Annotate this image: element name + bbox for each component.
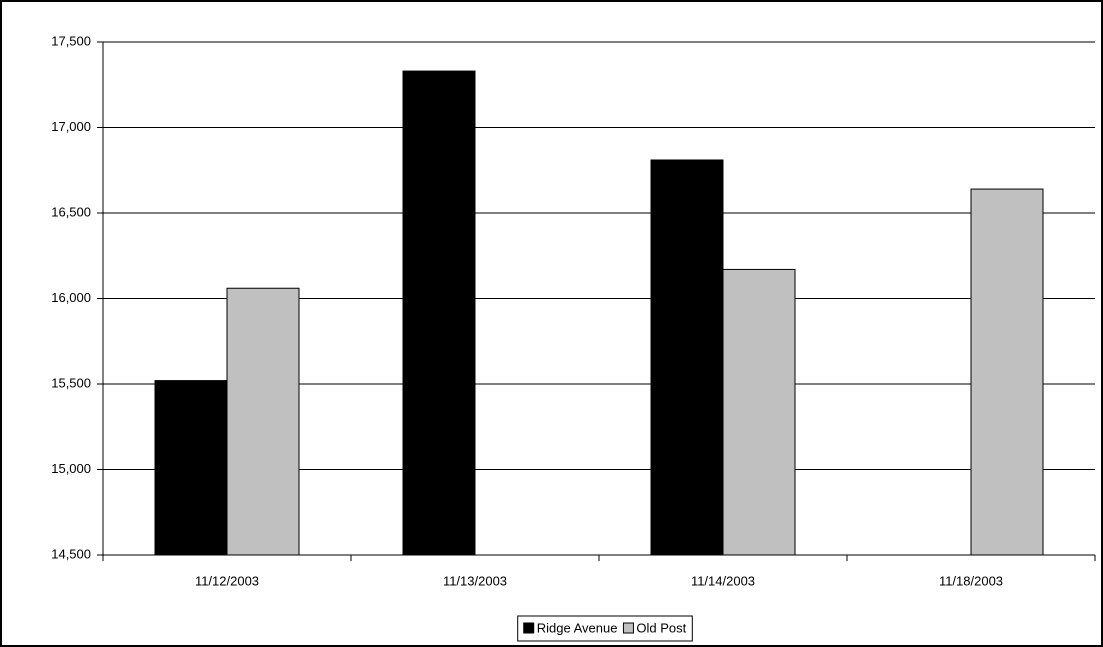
bar [402, 70, 476, 556]
bar [650, 159, 724, 556]
x-tick-label: 11/18/2003 [939, 573, 1003, 588]
x-tick-label: 11/12/2003 [195, 573, 259, 588]
y-tick-label: 15,500 [51, 375, 91, 390]
y-tick-label: 17,000 [51, 119, 91, 134]
y-tick-label: 16,000 [51, 290, 91, 305]
legend-swatch [622, 622, 634, 634]
legend-swatch [523, 622, 535, 634]
y-tick-label: 17,500 [51, 33, 91, 48]
x-tick-label: 11/14/2003 [691, 573, 755, 588]
legend-label: Old Post [636, 620, 686, 635]
bar [722, 268, 796, 556]
bar [970, 188, 1044, 556]
x-tick-label: 11/13/2003 [443, 573, 507, 588]
y-tick-label: 15,000 [51, 461, 91, 476]
bar [154, 380, 228, 556]
y-tick-label: 14,500 [51, 546, 91, 561]
y-tick-label: 16,500 [51, 204, 91, 219]
legend-label: Ridge Avenue [537, 620, 618, 635]
legend-box [517, 615, 693, 642]
bar [226, 287, 300, 556]
